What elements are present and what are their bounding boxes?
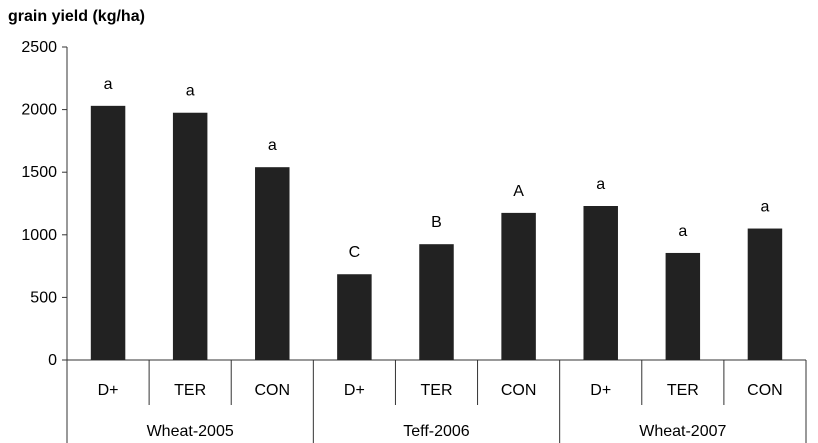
bar [665,252,701,360]
bar [583,206,618,360]
x-group-label: Wheat-2005 [147,423,234,440]
significance-letter: a [596,176,605,193]
bars [90,105,783,361]
bar [255,167,290,360]
significance-letter: C [349,244,361,261]
x-category-label: TER [421,382,453,399]
labels: 0 500 1000 1500 2000 2500 a D+ a TER a CON Wheat-200… [21,39,782,440]
y-tick-label: 500 [30,289,57,306]
bar [747,228,783,360]
significance-letter: a [678,223,687,240]
bar [172,112,208,360]
bar [501,212,536,360]
y-tick-label: 1000 [21,227,57,244]
y-tick-label: 2500 [21,39,57,56]
bar [90,105,126,361]
x-category-label: TER [174,382,206,399]
x-category-label: CON [501,382,537,399]
x-group-label: Teff-2006 [403,423,470,440]
y-tick-label: 2000 [21,102,57,119]
significance-letter: a [760,199,769,216]
x-category-label: CON [254,382,290,399]
significance-letter: a [186,83,195,100]
significance-letter: B [431,214,442,231]
x-category-label: D+ [344,382,365,399]
significance-letter: a [268,137,277,154]
x-category-label: TER [667,382,699,399]
x-category-label: CON [747,382,783,399]
y-tick-label: 1500 [21,164,57,181]
significance-letter: A [513,183,524,200]
significance-letter: a [104,76,113,93]
chart-title: grain yield (kg/ha) [8,8,145,25]
x-category-label: D+ [590,382,611,399]
x-group-label: Wheat-2007 [639,423,726,440]
bar [337,274,372,360]
y-tick-label: 0 [48,352,57,369]
x-category-label: D+ [98,382,119,399]
bar [419,244,454,360]
